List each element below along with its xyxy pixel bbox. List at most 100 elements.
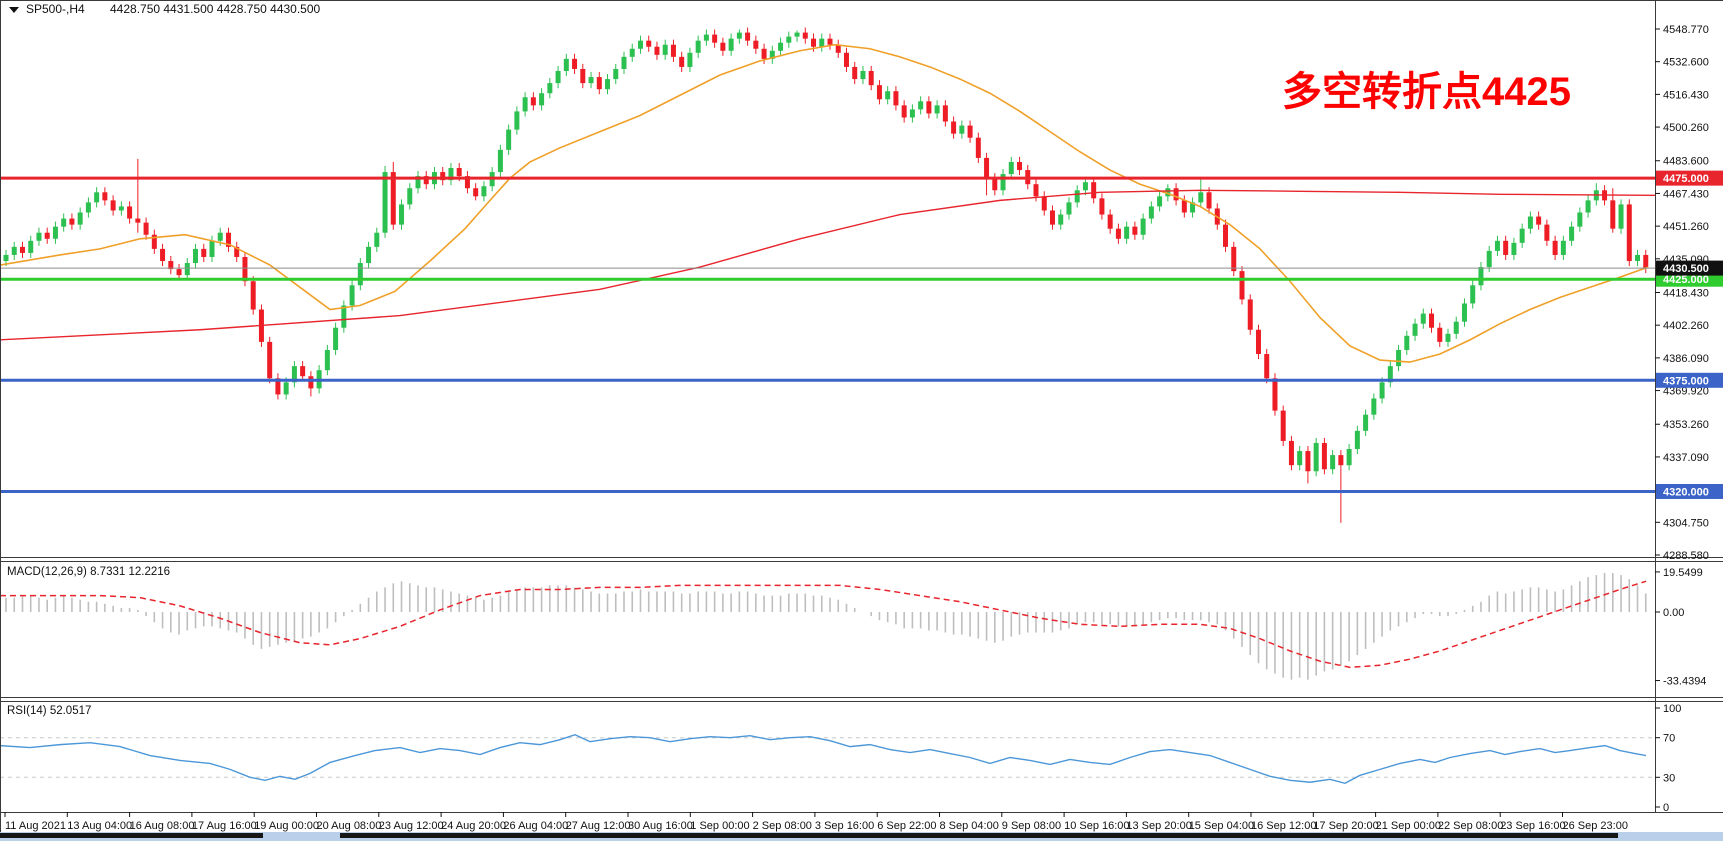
candle-body [572, 58, 578, 69]
candle-body [28, 240, 34, 253]
candle-body [333, 327, 339, 350]
candle-body [1074, 190, 1080, 203]
price-tick-label: 4451.260 [1663, 221, 1709, 233]
candle-body [1610, 200, 1616, 229]
rsi-tick-label: 70 [1663, 733, 1675, 745]
time-axis-label: 19 Aug 00:00 [254, 820, 319, 832]
candle-body [1132, 226, 1138, 235]
candle-body [1058, 214, 1064, 225]
candle-body [1453, 321, 1459, 334]
candle-body [1387, 366, 1393, 383]
time-axis-label: 16 Aug 08:00 [130, 820, 195, 832]
time-axis-label: 23 Aug 12:00 [379, 820, 444, 832]
candle-body [547, 83, 553, 94]
macd-tick-label: 19.5499 [1663, 567, 1703, 579]
candle-body [539, 93, 545, 106]
price-tick-label: 4304.750 [1663, 517, 1709, 529]
candle-body [1305, 451, 1311, 472]
candle-body [250, 281, 256, 310]
time-axis-label: 27 Aug 12:00 [566, 820, 631, 832]
candle-body [423, 176, 429, 185]
candle-body [52, 226, 58, 239]
candle-body [926, 101, 932, 114]
price-tick-label: 4467.430 [1663, 188, 1709, 200]
candle-body [596, 77, 602, 90]
candle-body [654, 46, 660, 55]
level-price-badge-text: 4375.000 [1663, 375, 1709, 387]
candle-body [506, 129, 512, 150]
candle-body [234, 246, 240, 257]
candle-body [736, 32, 742, 39]
symbol-dropdown-icon[interactable] [9, 7, 19, 13]
candle-body [728, 38, 734, 51]
candle-body [1429, 313, 1435, 328]
level-price-badge [1656, 170, 1723, 186]
candle-body [36, 232, 42, 241]
candle-body [440, 172, 446, 181]
candle-body [868, 70, 874, 86]
candle-body [794, 32, 800, 37]
candle-body [802, 32, 808, 39]
candle-body [975, 137, 981, 158]
time-axis-label: 16 Sep 12:00 [1251, 820, 1316, 832]
candle-body [1486, 250, 1492, 268]
level-price-badge [1656, 483, 1723, 499]
candle-body [44, 232, 50, 239]
candle-body [1626, 204, 1632, 262]
candle-body [942, 105, 948, 122]
time-axis-label: 21 Sep 00:00 [1376, 820, 1441, 832]
candle-body [621, 56, 627, 69]
candle-body [184, 263, 190, 276]
candle-body [1461, 303, 1467, 322]
candle-body [893, 91, 899, 106]
time-axis-label: 1 Sep 00:00 [690, 820, 749, 832]
candle-body [1354, 430, 1360, 450]
time-axis-label: 23 Sep 16:00 [1500, 820, 1565, 832]
candle-body [456, 168, 462, 177]
time-axis-label: 15 Sep 04:00 [1189, 820, 1254, 832]
candle-body [201, 248, 207, 257]
candle-body [670, 44, 676, 57]
candle-body [415, 176, 421, 189]
time-axis-label: 8 Sep 04:00 [940, 820, 999, 832]
ma-fast-line [0, 43, 1649, 363]
level-price-badge [1656, 372, 1723, 388]
candle-body [580, 68, 586, 84]
candle-body [473, 188, 479, 197]
price-tick-label: 4288.580 [1663, 550, 1709, 562]
candle-body [1478, 267, 1484, 286]
candle-body [1363, 414, 1369, 431]
candle-body [341, 305, 347, 328]
rsi-indicator-label: RSI(14) 52.0517 [7, 705, 91, 717]
candle-body [786, 36, 792, 43]
current-price-badge [1656, 260, 1723, 276]
candle-body [291, 366, 297, 383]
candle-body [94, 192, 100, 203]
candle-body [349, 285, 355, 306]
candle-body [605, 79, 611, 90]
time-axis-label: 10 Sep 16:00 [1064, 820, 1129, 832]
candle-body [1544, 224, 1550, 241]
candle-body [11, 246, 17, 255]
candle-body [1560, 240, 1566, 255]
candle-body [629, 48, 635, 57]
candle-body [481, 186, 487, 197]
rsi-tick-label: 100 [1663, 703, 1681, 715]
candle-body [1330, 455, 1336, 470]
candle-body [1536, 216, 1542, 225]
candle-body [127, 206, 133, 219]
time-axis-label: 20 Aug 08:00 [317, 820, 382, 832]
price-tick-label: 4483.600 [1663, 156, 1709, 168]
candle-body [703, 34, 709, 41]
candle-body [1124, 226, 1130, 239]
time-axis-label: 6 Sep 22:00 [877, 820, 936, 832]
price-tick-label: 4500.260 [1663, 122, 1709, 134]
rsi-line [0, 733, 1647, 784]
price-tick-label: 4548.770 [1663, 24, 1709, 36]
candle-body [324, 349, 330, 371]
chart-title-symbol: SP500-,H4 [26, 2, 85, 16]
candle-body [1264, 354, 1270, 379]
candle-body [1017, 161, 1023, 171]
candle-body [835, 44, 841, 53]
